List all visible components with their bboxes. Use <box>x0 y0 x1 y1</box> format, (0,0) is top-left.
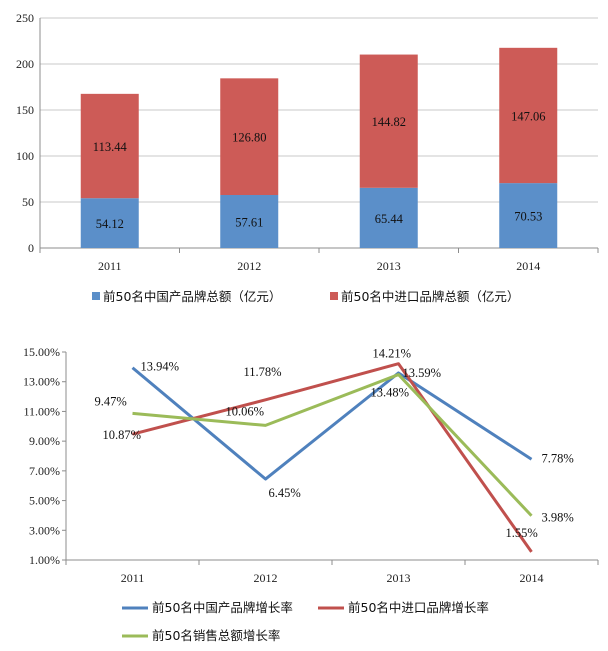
bar-data-label: 65.44 <box>375 212 404 226</box>
y-tick-label: 200 <box>16 57 34 71</box>
y-tick-label: 100 <box>16 149 34 163</box>
bar-data-label: 147.06 <box>511 109 545 123</box>
y-tick-label: 0 <box>28 241 34 255</box>
bar-domestic <box>359 187 418 248</box>
y-tick-label: 13.00% <box>23 375 60 389</box>
bar-domestic <box>220 194 279 248</box>
x-tick-label: 2013 <box>387 571 411 585</box>
x-tick-label: 2014 <box>520 571 544 585</box>
y-tick-label: 5.00% <box>29 494 60 508</box>
line-data-label: 14.21% <box>373 347 412 361</box>
line-data-label: 13.59% <box>403 366 442 380</box>
series-line <box>131 366 533 481</box>
line-data-label: 13.48% <box>371 386 410 400</box>
line-data-label: 6.45% <box>269 486 301 500</box>
y-tick-label: 150 <box>16 103 34 117</box>
bar-domestic <box>80 198 139 248</box>
series-line <box>132 373 533 517</box>
bar-data-label: 70.53 <box>514 210 542 224</box>
y-tick-label: 1.00% <box>29 553 60 567</box>
line-data-label: 3.98% <box>542 511 574 525</box>
y-tick-label: 3.00% <box>29 523 60 537</box>
bar-import <box>80 93 139 199</box>
y-tick-label: 11.00% <box>23 404 60 418</box>
line-data-label: 13.94% <box>141 360 180 374</box>
legend-label: 前50名中进口品牌总额（亿元） <box>341 289 519 304</box>
line-data-label: 7.78% <box>542 451 574 465</box>
x-tick-label: 2012 <box>237 259 261 273</box>
bar-data-label: 113.44 <box>93 140 128 154</box>
x-tick-label: 2012 <box>254 571 278 585</box>
y-tick-label: 7.00% <box>29 464 60 478</box>
line-chart: 1.00% 3.00% 5.00% 7.00% 9.00% 11.00% 13.00% 15.… <box>23 345 599 643</box>
y-tick-label: 50 <box>22 195 34 209</box>
x-tick-label: 2014 <box>516 259 540 273</box>
y-tick-label: 250 <box>16 11 34 25</box>
legend-label: 前50名中国产品牌总额（亿元） <box>103 289 281 304</box>
x-tick-label: 2013 <box>377 259 401 273</box>
bar-domestic <box>499 183 558 248</box>
bar-data-label: 144.82 <box>372 115 406 129</box>
line-data-label: 10.06% <box>226 404 265 418</box>
legend-swatch <box>92 292 100 300</box>
series-line <box>132 362 533 553</box>
bar-import <box>499 47 558 184</box>
bar-import <box>220 78 279 195</box>
legend-label: 前50名中进口品牌增长率 <box>348 600 489 615</box>
line-data-label: 11.78% <box>244 365 282 379</box>
legend-label: 前50名中国产品牌增长率 <box>152 600 293 615</box>
legend-swatch <box>330 292 338 300</box>
line-data-label: 9.47% <box>95 394 127 408</box>
bar-import <box>359 54 418 188</box>
bar-data-label: 57.61 <box>235 215 263 229</box>
line-data-label: 10.87% <box>103 428 142 442</box>
legend-label: 前50名销售总额增长率 <box>152 628 280 643</box>
stacked-bar-chart: 0 50 100 150 200 250 2011 54.12 113.44 2012 57.61 1… <box>16 11 599 304</box>
x-tick-label: 2011 <box>98 259 122 273</box>
y-tick-label: 15.00% <box>23 345 60 359</box>
x-tick-label: 2011 <box>121 571 145 585</box>
y-tick-label: 9.00% <box>29 434 60 448</box>
bar-data-label: 126.80 <box>232 131 266 145</box>
bar-data-label: 54.12 <box>96 217 124 231</box>
line-data-label: 1.55% <box>506 526 538 540</box>
